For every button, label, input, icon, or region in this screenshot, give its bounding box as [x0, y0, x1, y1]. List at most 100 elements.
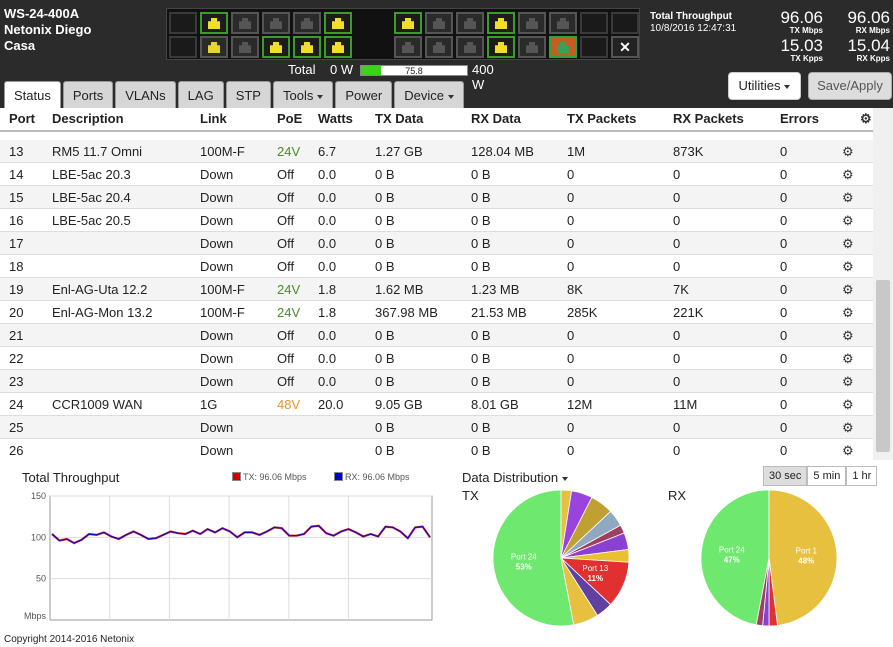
save-apply-button[interactable]: Save/Apply — [808, 72, 892, 100]
tab-device[interactable]: Device — [394, 81, 464, 108]
cell-poe: 48V — [277, 397, 301, 412]
port-indicator[interactable] — [394, 12, 422, 34]
gear-icon[interactable]: ⚙ — [842, 443, 854, 458]
pie-slice[interactable] — [492, 489, 575, 627]
port-indicator[interactable] — [425, 12, 453, 34]
table-row: 21 Down Off 0.0 0 B 0 B 0 0 0 ⚙ — [0, 324, 873, 347]
pie-slice-percent: 11% — [588, 574, 604, 583]
cell-tx-data: 1.62 MB — [375, 282, 424, 297]
port-indicator[interactable] — [456, 36, 484, 58]
cell-tx-packets: 0 — [567, 236, 575, 251]
port-indicator[interactable] — [611, 12, 639, 34]
data-distribution-dropdown[interactable]: Data Distribution — [462, 470, 569, 485]
gear-icon[interactable]: ⚙ — [842, 305, 854, 320]
gear-icon[interactable]: ⚙ — [842, 190, 854, 205]
port-indicator[interactable] — [518, 36, 546, 58]
table-scrollbar[interactable] — [873, 108, 893, 460]
gear-icon[interactable]: ⚙ — [842, 351, 854, 366]
cell-watts: 1.8 — [318, 305, 337, 320]
port-group-3: ✕ — [580, 12, 640, 58]
chevron-down-icon — [317, 94, 324, 99]
cell-tx-packets: 8K — [567, 282, 583, 297]
rx-kpps-value: 15.04 — [847, 36, 890, 55]
port-indicator[interactable] — [425, 36, 453, 58]
cell-description: LBE-5ac 20.5 — [52, 213, 131, 228]
col-poe: PoE — [277, 111, 303, 126]
port-indicator[interactable] — [580, 36, 608, 58]
tab-stp[interactable]: STP — [225, 81, 271, 108]
gear-icon[interactable]: ⚙ — [842, 374, 854, 389]
cell-description: RM5 11.7 Omni — [52, 144, 143, 159]
cell-rx-packets: 0 — [673, 167, 681, 182]
gear-icon[interactable]: ⚙ — [842, 420, 854, 435]
cell-rx-data: 0 B — [471, 443, 491, 458]
tab-power[interactable]: Power — [335, 81, 393, 108]
col-tx-packets: TX Packets — [567, 111, 637, 126]
port-indicator[interactable] — [518, 12, 546, 34]
table-row: 23 Down Off 0.0 0 B 0 B 0 0 0 ⚙ — [0, 370, 873, 393]
y-tick-label: Mbps — [24, 611, 47, 621]
cell-rx-data: 128.04 MB — [471, 144, 534, 159]
gear-icon[interactable]: ⚙ — [842, 213, 854, 228]
time-range-button[interactable]: 1 hr — [846, 466, 878, 486]
col-link: Link — [200, 111, 227, 126]
gear-icon[interactable]: ⚙ — [842, 282, 854, 297]
pie-slice[interactable] — [560, 557, 598, 626]
tab-lag[interactable]: LAG — [177, 81, 224, 108]
scrollbar-thumb[interactable] — [876, 280, 890, 452]
y-tick-label: 150 — [31, 491, 46, 501]
tab-label: Device — [404, 88, 444, 103]
cell-poe: Off — [277, 167, 295, 182]
port-indicator[interactable] — [200, 36, 228, 58]
time-range-button[interactable]: 5 min — [807, 466, 847, 486]
gear-icon[interactable]: ⚙ — [842, 328, 854, 343]
cell-description: LBE-5ac 20.3 — [52, 167, 131, 182]
gear-icon[interactable]: ⚙ — [842, 236, 854, 251]
port-indicator[interactable] — [324, 12, 352, 34]
port-indicator[interactable] — [293, 12, 321, 34]
port-indicator[interactable] — [200, 12, 228, 34]
port-indicator[interactable] — [549, 36, 577, 58]
tab-vlans[interactable]: VLANs — [115, 81, 176, 108]
port-indicator[interactable] — [169, 12, 197, 34]
cell-watts: 0.0 — [318, 351, 337, 366]
port-indicator[interactable] — [231, 36, 259, 58]
cell-port: 17 — [9, 236, 24, 251]
port-indicator[interactable] — [262, 12, 290, 34]
cell-poe: 24V — [277, 305, 301, 320]
cell-link: Down — [200, 213, 234, 228]
port-indicator[interactable] — [262, 36, 290, 58]
time-range-button[interactable]: 30 sec — [763, 466, 808, 486]
cell-port: 14 — [9, 167, 24, 182]
cell-link: Down — [200, 167, 234, 182]
tab-status[interactable]: Status — [4, 81, 61, 108]
port-indicator[interactable] — [456, 12, 484, 34]
gear-icon[interactable]: ⚙ — [842, 144, 854, 159]
port-indicator[interactable] — [324, 36, 352, 58]
utilities-button-label: Utilities — [738, 78, 781, 93]
gear-icon[interactable]: ⚙ — [842, 167, 854, 182]
table-row: 13 RM5 11.7 Omni 100M-F 24V 6.7 1.27 GB 128.04… — [0, 140, 873, 163]
pie-slice[interactable] — [755, 557, 770, 627]
cell-tx-data: 0 B — [375, 328, 395, 343]
port-indicator[interactable] — [231, 12, 259, 34]
port-indicator[interactable] — [487, 36, 515, 58]
cell-rx-packets: 873K — [673, 144, 704, 159]
gear-icon[interactable]: ⚙ — [842, 259, 854, 274]
close-icon[interactable]: ✕ — [611, 36, 639, 58]
tab-tools[interactable]: Tools — [272, 81, 334, 108]
port-indicator[interactable] — [293, 36, 321, 58]
gear-icon[interactable]: ⚙ — [860, 111, 872, 126]
rx-pie-label: RX — [668, 488, 687, 503]
pie-slice[interactable] — [700, 489, 770, 626]
port-indicator[interactable] — [169, 36, 197, 58]
pie-slice[interactable] — [768, 489, 838, 626]
port-indicator[interactable] — [549, 12, 577, 34]
cell-port: 24 — [9, 397, 24, 412]
port-indicator[interactable] — [394, 36, 422, 58]
port-indicator[interactable] — [487, 12, 515, 34]
utilities-button[interactable]: Utilities — [728, 72, 801, 100]
port-indicator[interactable] — [580, 12, 608, 34]
gear-icon[interactable]: ⚙ — [842, 397, 854, 412]
tab-ports[interactable]: Ports — [62, 81, 114, 108]
